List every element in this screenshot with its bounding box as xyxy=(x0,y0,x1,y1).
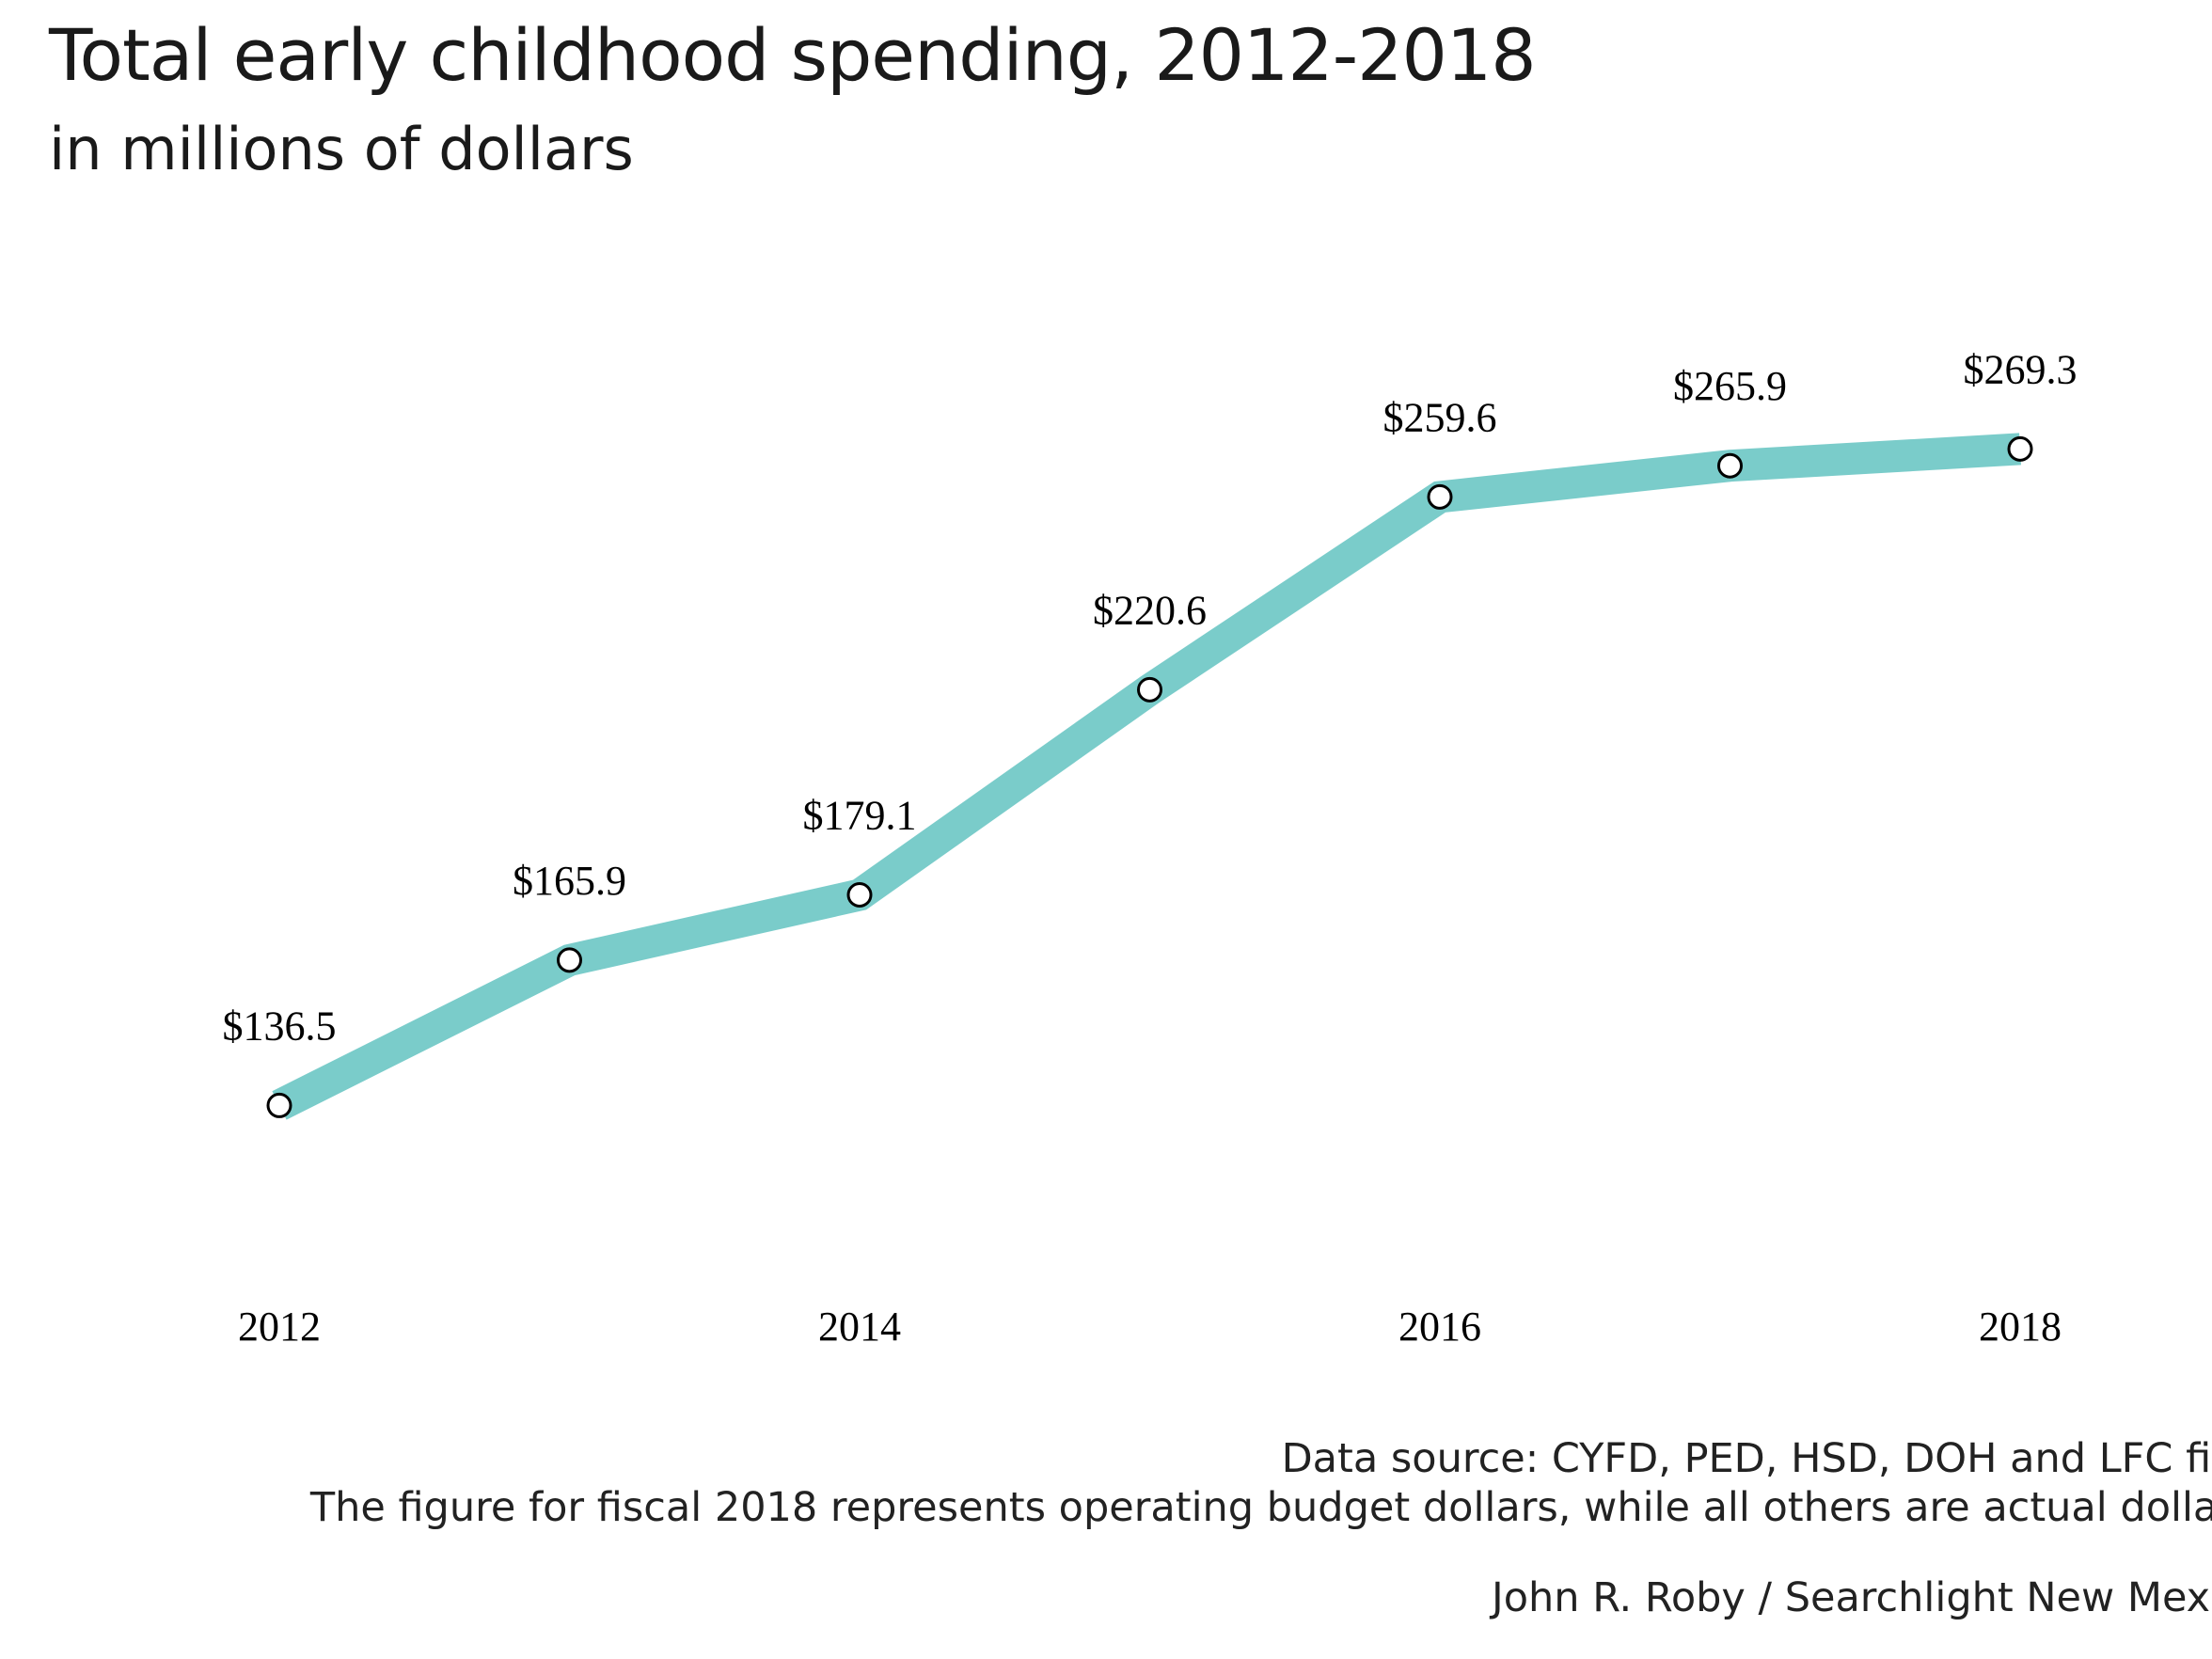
data-label-2015: $220.6 xyxy=(1093,587,1207,633)
data-label-2017: $265.9 xyxy=(1673,363,1787,409)
data-point-2012 xyxy=(266,1092,292,1118)
chart-title: Total early childhood spending, 2012-201… xyxy=(49,13,1537,97)
series-line xyxy=(272,433,2021,1120)
data-point-2017 xyxy=(1717,452,1743,479)
data-point-2013 xyxy=(557,947,582,973)
data-label-2013: $165.9 xyxy=(513,858,626,904)
author-credit: John R. Roby / Searchlight New Mexico xyxy=(1492,1574,2212,1621)
x-tick-label-2014: 2014 xyxy=(818,1304,901,1350)
data-label-2012: $136.5 xyxy=(223,1003,337,1049)
data-point-2016 xyxy=(1427,483,1453,510)
line-chart: $136.5 $165.9 $179.1 $220.6 $259.6 $265.9 $269… xyxy=(223,346,2078,1350)
x-tick-label-2012: 2012 xyxy=(238,1304,321,1350)
data-source-note: Data source: CYFD, PED, HSD, DOH and LFC… xyxy=(1281,1435,2212,1482)
chart-subtitle: in millions of dollars xyxy=(49,115,634,183)
data-point-2018 xyxy=(2007,435,2033,462)
x-tick-label-2018: 2018 xyxy=(1979,1304,2062,1350)
fiscal-footnote: The figure for fiscal 2018 represents op… xyxy=(309,1484,2212,1531)
data-point-2014 xyxy=(846,882,873,908)
data-label-2014: $179.1 xyxy=(803,793,917,839)
data-point-2015 xyxy=(1137,676,1162,703)
data-label-2018: $269.3 xyxy=(1964,346,2078,392)
x-tick-label-2016: 2016 xyxy=(1398,1304,1481,1350)
data-label-2016: $259.6 xyxy=(1383,394,1497,440)
